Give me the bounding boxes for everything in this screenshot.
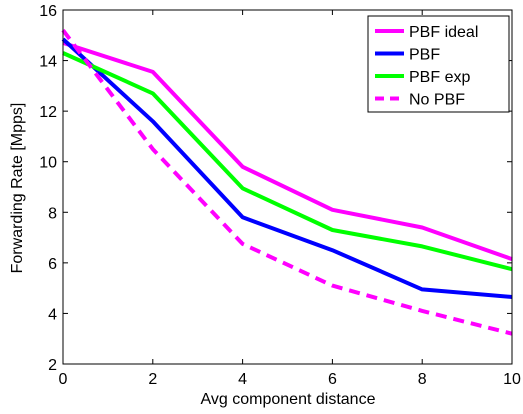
y-tick-label: 8 bbox=[48, 205, 57, 222]
legend: PBF ideal PBF PBF exp No PBF bbox=[367, 15, 510, 113]
y-tick-label: 16 bbox=[39, 3, 57, 20]
plot-area bbox=[61, 28, 513, 336]
x-tick-label: 2 bbox=[148, 371, 157, 388]
y-tick-label: 4 bbox=[48, 306, 57, 323]
y-tick-label: 10 bbox=[39, 155, 57, 172]
series-line-4 bbox=[61, 28, 513, 336]
legend-label-2: PBF bbox=[409, 47, 440, 64]
legend-label-1: PBF ideal bbox=[409, 24, 478, 41]
x-axis-label: Avg component distance bbox=[201, 391, 376, 408]
x-tick-label: 10 bbox=[503, 371, 521, 388]
y-tick-label: 12 bbox=[39, 104, 57, 121]
series-line-1 bbox=[62, 40, 513, 261]
plot-frame bbox=[62, 9, 513, 365]
x-tick-label: 8 bbox=[418, 371, 427, 388]
y-axis-label: Forwarding Rate [Mpps] bbox=[9, 103, 26, 274]
x-tick-label: 4 bbox=[238, 371, 247, 388]
x-tick-label: 0 bbox=[59, 371, 68, 388]
y-tick-label: 2 bbox=[48, 357, 57, 374]
x-tick-label: 6 bbox=[328, 371, 337, 388]
legend-label-3: PBF exp bbox=[409, 69, 470, 86]
y-tick-label: 6 bbox=[48, 256, 57, 273]
series-line-2 bbox=[61, 37, 513, 299]
series-line-3 bbox=[62, 51, 513, 272]
y-tick-label: 14 bbox=[39, 54, 57, 71]
legend-label-4: No PBF bbox=[409, 92, 465, 109]
